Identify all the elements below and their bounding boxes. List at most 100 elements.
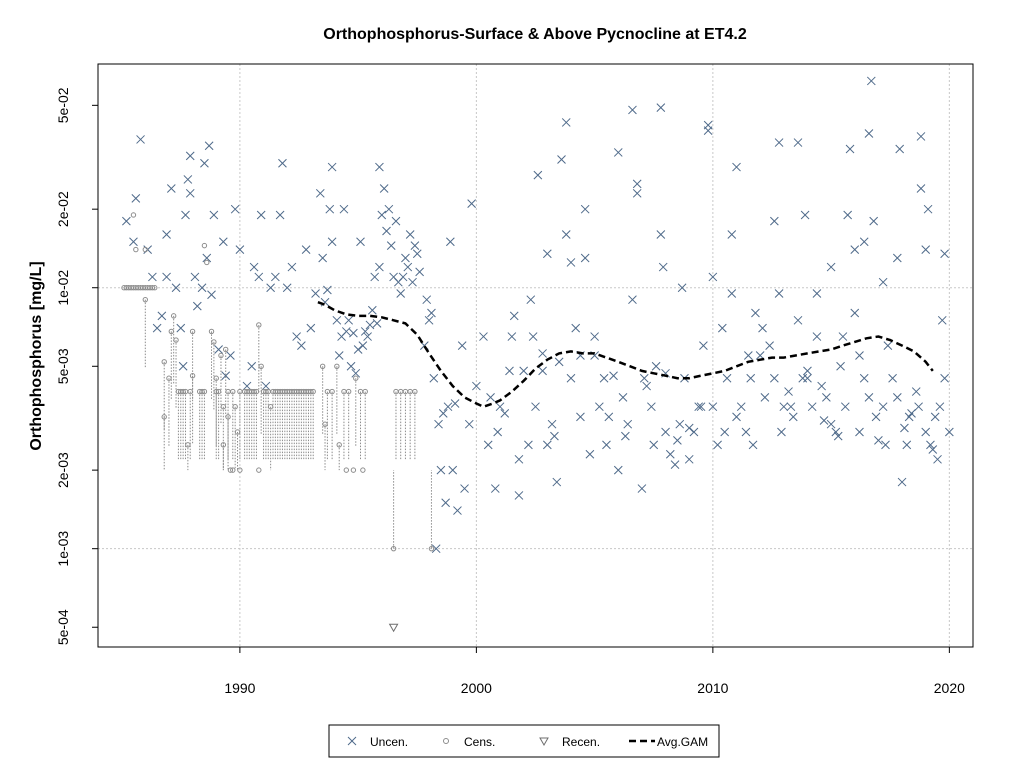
censored-point	[256, 322, 262, 328]
uncensored-point	[122, 216, 131, 226]
uncensored-point	[677, 283, 687, 293]
censored-point	[204, 259, 210, 266]
y-tick-label: 5e-04	[55, 609, 71, 645]
uncensored-point	[859, 373, 869, 383]
uncensored-point	[833, 431, 843, 441]
uncensored-point	[344, 315, 354, 325]
uncensored-point	[708, 402, 718, 412]
uncensored-point	[637, 484, 647, 493]
uncensored-point	[604, 412, 614, 422]
uncensored-point	[157, 311, 167, 321]
uncensored-point	[514, 454, 524, 464]
uncensored-point	[325, 204, 335, 214]
grid-lines	[98, 64, 973, 647]
uncensored-point	[424, 315, 434, 325]
uncensored-point	[315, 188, 325, 198]
censored-point	[324, 388, 331, 395]
uncensored-point	[743, 351, 753, 360]
censored-point	[310, 388, 316, 395]
censored-point	[350, 467, 357, 473]
uncensored-point	[944, 427, 954, 437]
uncensored-point	[275, 210, 285, 220]
censored-point	[353, 375, 359, 381]
uncensored-point	[930, 412, 940, 422]
uncensored-point	[526, 295, 536, 305]
plot-frame	[97, 63, 974, 648]
uncensored-point	[741, 427, 751, 437]
uncensored-point	[202, 253, 212, 263]
uncensored-point	[765, 341, 774, 350]
y-tick-label: 1e-02	[55, 270, 71, 306]
uncensored-point	[486, 393, 495, 402]
uncensored-point	[209, 210, 219, 220]
uncensored-point	[895, 144, 905, 154]
uncensored-point	[377, 210, 387, 220]
uncensored-point	[467, 199, 477, 208]
uncensored-point	[405, 230, 415, 239]
uncensored-point	[372, 319, 382, 328]
uncensored-point	[346, 361, 356, 371]
censored-point	[173, 337, 179, 343]
uncensored-point	[940, 373, 949, 383]
y-axis: 5e-04 1e-03 2e-03 5e-03 1e-02 2e-02 5e-02	[55, 87, 98, 645]
uncensored-point	[751, 308, 760, 318]
uncensored-point	[446, 237, 455, 247]
uncensored-point	[850, 308, 860, 318]
uncensored-point	[746, 373, 756, 383]
uncensored-point	[318, 253, 328, 263]
uncensored-point	[699, 341, 708, 350]
uncensored-point	[282, 283, 292, 293]
censored-point	[218, 352, 224, 359]
uncensored-point	[297, 341, 306, 350]
uncensored-point	[661, 427, 670, 437]
uncensored-point	[840, 402, 850, 412]
censored-point	[142, 296, 148, 303]
uncensored-point	[507, 332, 517, 341]
censored-point	[161, 359, 167, 365]
uncensored-point	[214, 345, 223, 354]
uncensored-point	[528, 332, 538, 341]
uncensored-point	[722, 373, 732, 383]
uncensored-point	[580, 204, 590, 214]
uncensored-point	[855, 427, 864, 437]
uncensored-point	[242, 381, 252, 391]
uncensored-point	[415, 267, 424, 277]
uncensored-point	[855, 351, 864, 360]
x-tick-label: 2000	[461, 680, 492, 696]
uncensored-point	[769, 373, 779, 383]
uncensored-point	[836, 361, 845, 371]
uncensored-point	[571, 323, 581, 333]
uncensored-point	[817, 381, 827, 391]
uncensored-point	[353, 345, 363, 354]
uncensored-point	[926, 440, 935, 450]
uncensored-point	[431, 544, 441, 554]
uncensored-point	[819, 416, 829, 425]
uncensored-point	[935, 402, 945, 412]
censored-point	[360, 467, 366, 473]
censored-point	[142, 246, 148, 253]
uncensored-point	[736, 402, 746, 412]
uncensored-point	[658, 262, 668, 272]
uncensored-point	[382, 226, 391, 236]
uncensored-point	[803, 366, 812, 376]
uncensored-point	[495, 402, 505, 412]
uncensored-point	[204, 141, 214, 151]
censored-point	[220, 442, 227, 448]
uncensored-point	[632, 179, 642, 189]
legend-recen-symbol	[539, 737, 549, 747]
uncensored-point	[928, 445, 938, 454]
censored-point	[329, 388, 335, 395]
uncensored-point	[694, 402, 704, 412]
uncensored-point	[356, 237, 365, 247]
uncensored-point	[656, 103, 666, 112]
uncensored-point	[684, 454, 694, 464]
uncensored-point	[235, 245, 245, 254]
censored-point	[336, 442, 342, 448]
uncensored-point	[542, 440, 552, 450]
uncensored-point	[531, 402, 540, 412]
censored-point	[402, 388, 409, 395]
uncensored-point	[599, 373, 609, 383]
uncensored-point	[921, 245, 931, 254]
uncensored-point	[230, 204, 240, 214]
uncensored-point	[727, 289, 737, 298]
